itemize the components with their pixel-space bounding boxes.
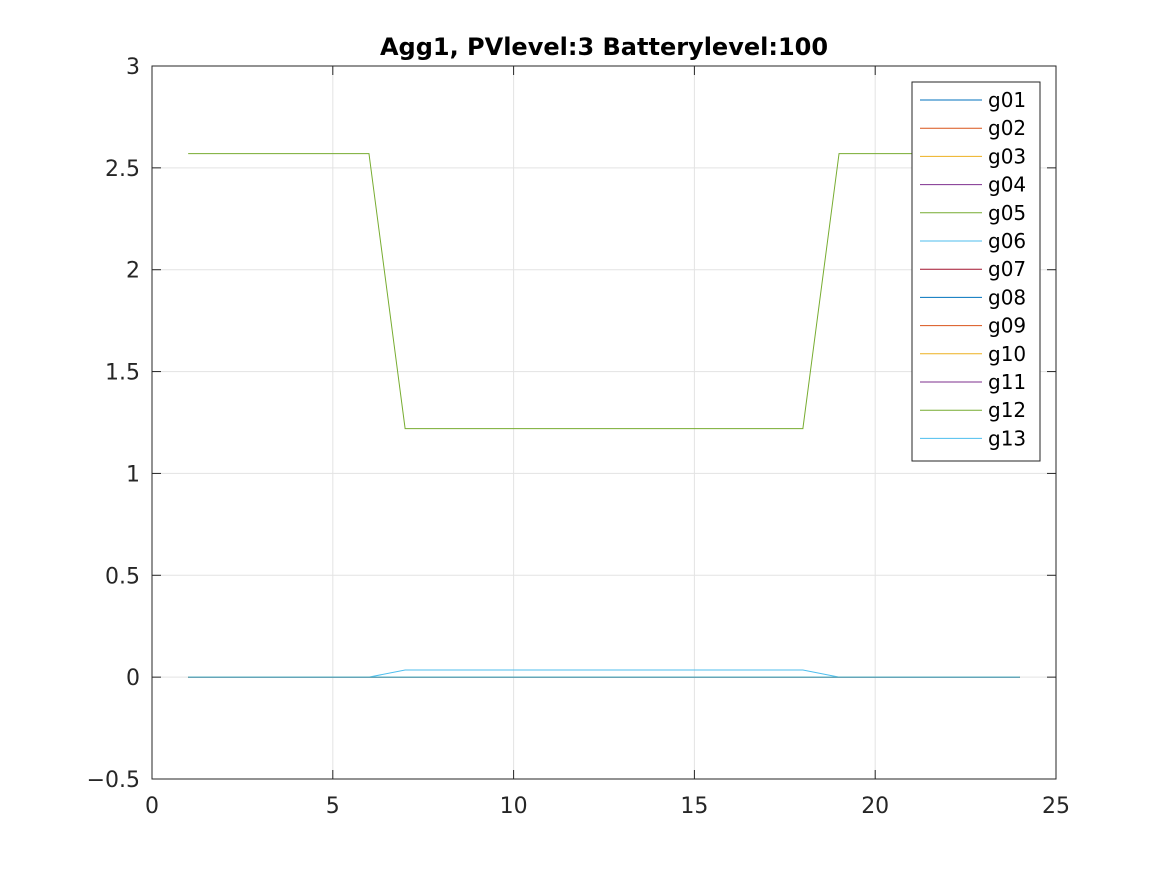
legend-box — [911, 81, 1041, 462]
legend-label-g10: g10 — [988, 342, 1026, 366]
legend-label-g02: g02 — [988, 116, 1026, 140]
legend-label-g13: g13 — [988, 426, 1026, 450]
legend-label-g11: g11 — [988, 370, 1026, 394]
legend-label-g01: g01 — [988, 88, 1026, 112]
x-tick-label: 5 — [326, 794, 340, 819]
legend-label-g06: g06 — [988, 229, 1026, 253]
chart-title: Agg1, PVlevel:3 Batterylevel:100 — [380, 33, 828, 61]
x-tick-label: 15 — [680, 794, 708, 819]
y-tick-label: 2.5 — [105, 157, 140, 182]
x-tick-label: 0 — [145, 794, 159, 819]
legend-label-g09: g09 — [988, 314, 1026, 338]
plot-area — [152, 66, 1056, 779]
y-tick-label: 0 — [126, 666, 140, 691]
x-tick-labels: 0 5 10 15 20 25 — [145, 794, 1070, 819]
y-tick-labels: −0.5 0 0.5 1 1.5 2 2.5 3 — [87, 55, 140, 793]
x-tick-label: 20 — [861, 794, 889, 819]
y-tick-label: 0.5 — [105, 564, 140, 589]
y-tick-label: 3 — [126, 55, 140, 80]
y-tick-label: 1 — [126, 462, 140, 487]
axis-ticks — [151, 65, 1057, 780]
series-lines — [188, 153, 1020, 678]
axes-box — [151, 65, 1057, 780]
y-tick-label: −0.5 — [87, 768, 140, 793]
legend-label-g04: g04 — [988, 173, 1026, 197]
legend-label-g08: g08 — [988, 285, 1026, 309]
y-tick-label: 1.5 — [105, 361, 140, 386]
legend: g01 g02 g03 g04 g05 g06 g07 g08 g09 g10 g11 g12 g13 — [911, 81, 1041, 462]
legend-label-g12: g12 — [988, 398, 1026, 422]
x-tick-label: 25 — [1042, 794, 1070, 819]
legend-label-g03: g03 — [988, 144, 1026, 168]
legend-label-g07: g07 — [988, 257, 1026, 281]
x-tick-label: 10 — [500, 794, 528, 819]
y-tick-label: 2 — [126, 259, 140, 284]
legend-label-g05: g05 — [988, 201, 1026, 225]
series-line-g05 — [188, 153, 1020, 430]
